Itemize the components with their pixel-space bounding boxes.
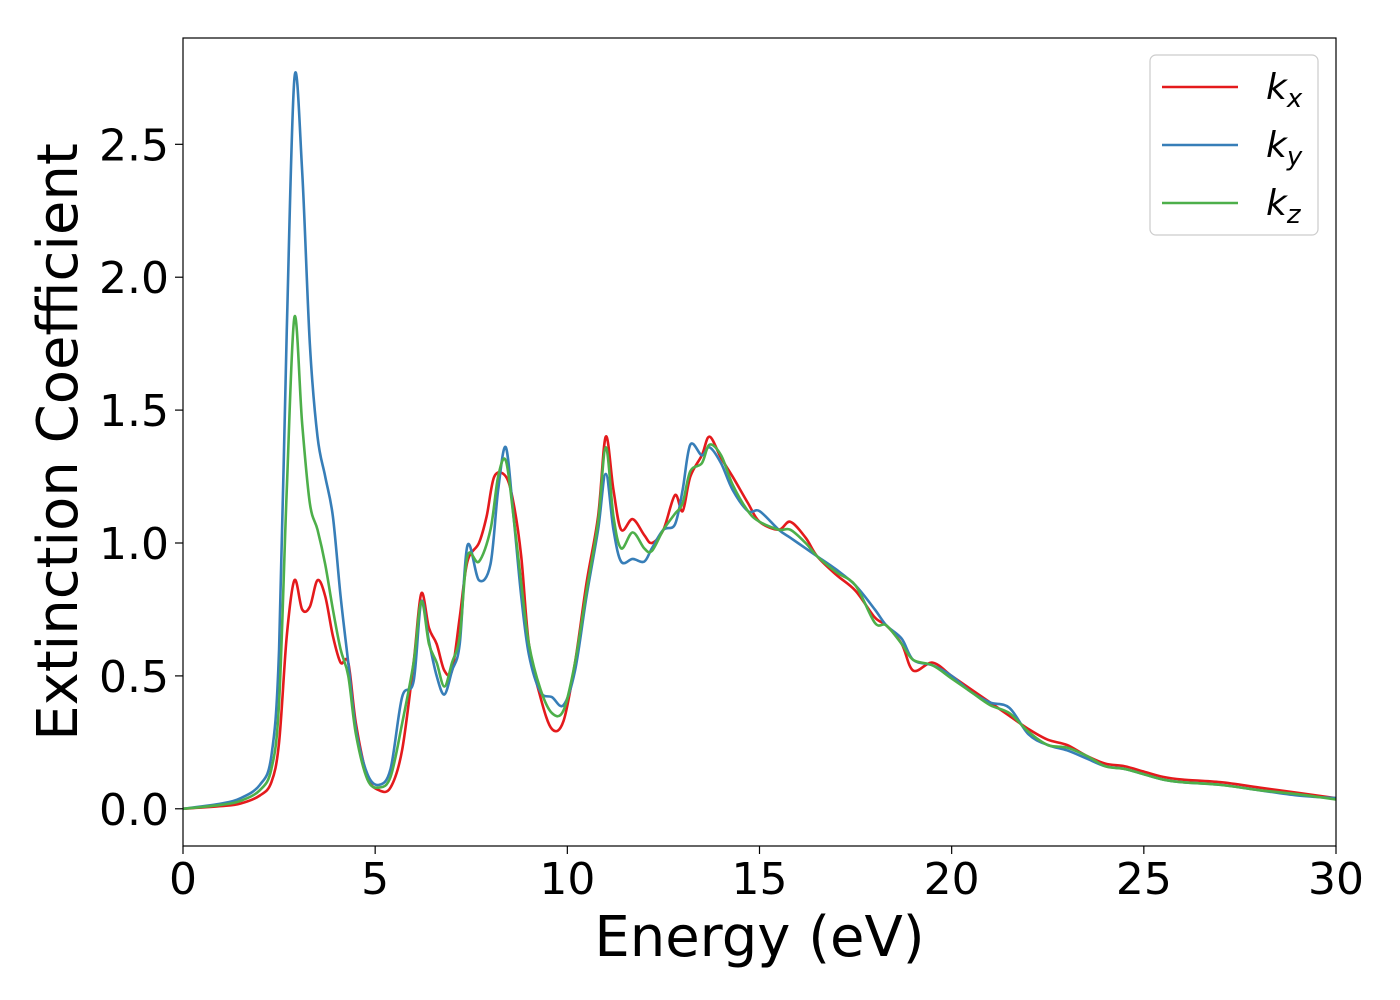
y-tick-label: 0.0 — [99, 785, 169, 836]
y-axis-title: Extinction Coefficient — [26, 143, 91, 741]
y-tick-label: 2.5 — [99, 120, 169, 171]
x-tick-label: 20 — [924, 854, 980, 905]
x-tick-label: 10 — [539, 854, 595, 905]
y-axis-ticks: 0.0 0.5 1.0 1.5 2.0 2.5 — [99, 120, 183, 836]
series-layer — [183, 71, 1336, 811]
x-tick-label: 15 — [732, 854, 788, 905]
x-axis-ticks: 0 5 10 15 20 25 30 — [169, 846, 1364, 905]
x-tick-label: 25 — [1116, 854, 1172, 905]
x-tick-label: 0 — [169, 854, 197, 905]
series-line-k-x — [183, 435, 1336, 811]
y-tick-label: 1.0 — [99, 519, 169, 570]
y-tick-label: 1.5 — [99, 386, 169, 437]
x-tick-label: 5 — [361, 854, 389, 905]
series-line-k-z — [183, 314, 1336, 811]
legend-label-k-y: ky — [1266, 125, 1303, 172]
legend-label-k-x: kx — [1266, 67, 1303, 114]
legend: kx ky kz — [1149, 54, 1319, 236]
x-tick-label: 30 — [1308, 854, 1364, 905]
x-axis-title: Energy (eV) — [594, 905, 924, 970]
y-tick-label: 0.5 — [99, 652, 169, 703]
legend-label-k-z: kz — [1266, 183, 1302, 230]
y-tick-label: 2.0 — [99, 253, 169, 304]
